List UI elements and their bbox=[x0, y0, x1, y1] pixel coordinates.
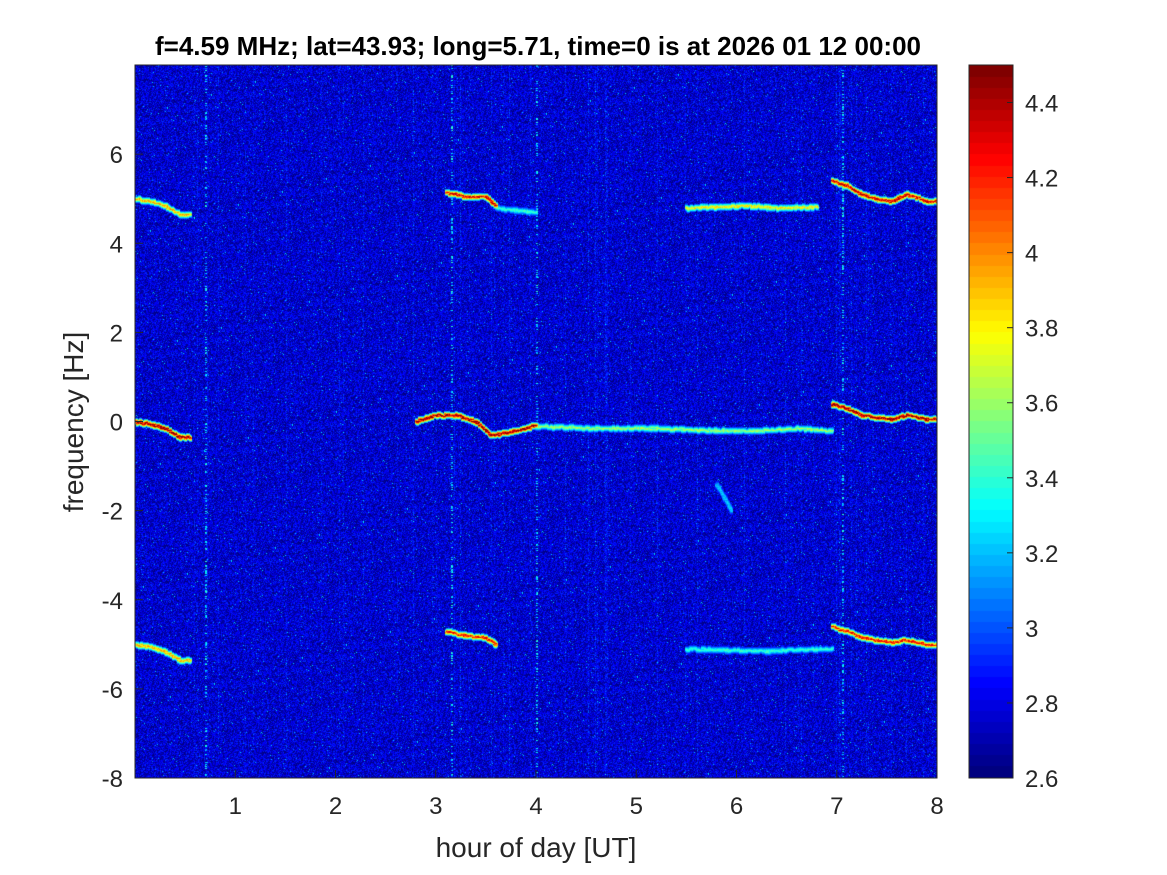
colorbar-tick-label: 3.4 bbox=[1025, 466, 1058, 493]
x-tick-label: 5 bbox=[630, 793, 643, 820]
colorbar-tick-label: 3.2 bbox=[1025, 541, 1058, 568]
colorbar-tick-label: 2.8 bbox=[1025, 691, 1058, 718]
x-tick-label: 7 bbox=[830, 793, 843, 820]
x-axis-ticks: 1 2 3 4 5 6 7 8 bbox=[229, 770, 944, 820]
y-tick-label: 0 bbox=[110, 410, 123, 437]
x-tick-label: 4 bbox=[529, 793, 542, 820]
y-axis-ticks: 6 4 2 0 -2 -4 -6 -8 bbox=[102, 142, 143, 793]
colorbar-tick-label: 3.8 bbox=[1025, 316, 1058, 343]
colorbar-tick-label: 4.4 bbox=[1025, 91, 1058, 118]
x-tick-label: 8 bbox=[930, 793, 943, 820]
y-tick-label: 6 bbox=[110, 142, 123, 169]
x-axis-label: hour of day [UT] bbox=[436, 832, 637, 863]
y-tick-label: -8 bbox=[102, 766, 123, 793]
colorbar-ticks: 4.4 4.2 4 3.8 3.6 3.4 3.2 3 2.8 2.6 bbox=[1007, 91, 1058, 793]
colorbar-tick-label: 2.6 bbox=[1025, 766, 1058, 793]
y-axis-label: frequency [Hz] bbox=[58, 332, 89, 513]
x-tick-label: 6 bbox=[730, 793, 743, 820]
y-tick-label: -4 bbox=[102, 588, 123, 615]
colorbar-tick-label: 3 bbox=[1025, 616, 1038, 643]
x-tick-label: 1 bbox=[229, 793, 242, 820]
x-tick-label: 3 bbox=[429, 793, 442, 820]
chart-title: f=4.59 MHz; lat=43.93; long=5.71, time=0… bbox=[155, 31, 921, 61]
y-tick-label: 4 bbox=[110, 231, 123, 258]
colorbar-tick-label: 3.6 bbox=[1025, 391, 1058, 418]
plot-frame bbox=[134, 64, 938, 779]
colorbar-tick-label: 4.2 bbox=[1025, 166, 1058, 193]
y-tick-label: 2 bbox=[110, 320, 123, 347]
colorbar-tick-label: 4 bbox=[1025, 241, 1038, 268]
colorbar-frame bbox=[968, 64, 1014, 779]
y-tick-label: -2 bbox=[102, 499, 123, 526]
spectrogram-heatmap bbox=[135, 65, 937, 778]
x-tick-label: 2 bbox=[329, 793, 342, 820]
colorbar-gradient bbox=[969, 65, 1013, 778]
y-tick-label: -6 bbox=[102, 677, 123, 704]
